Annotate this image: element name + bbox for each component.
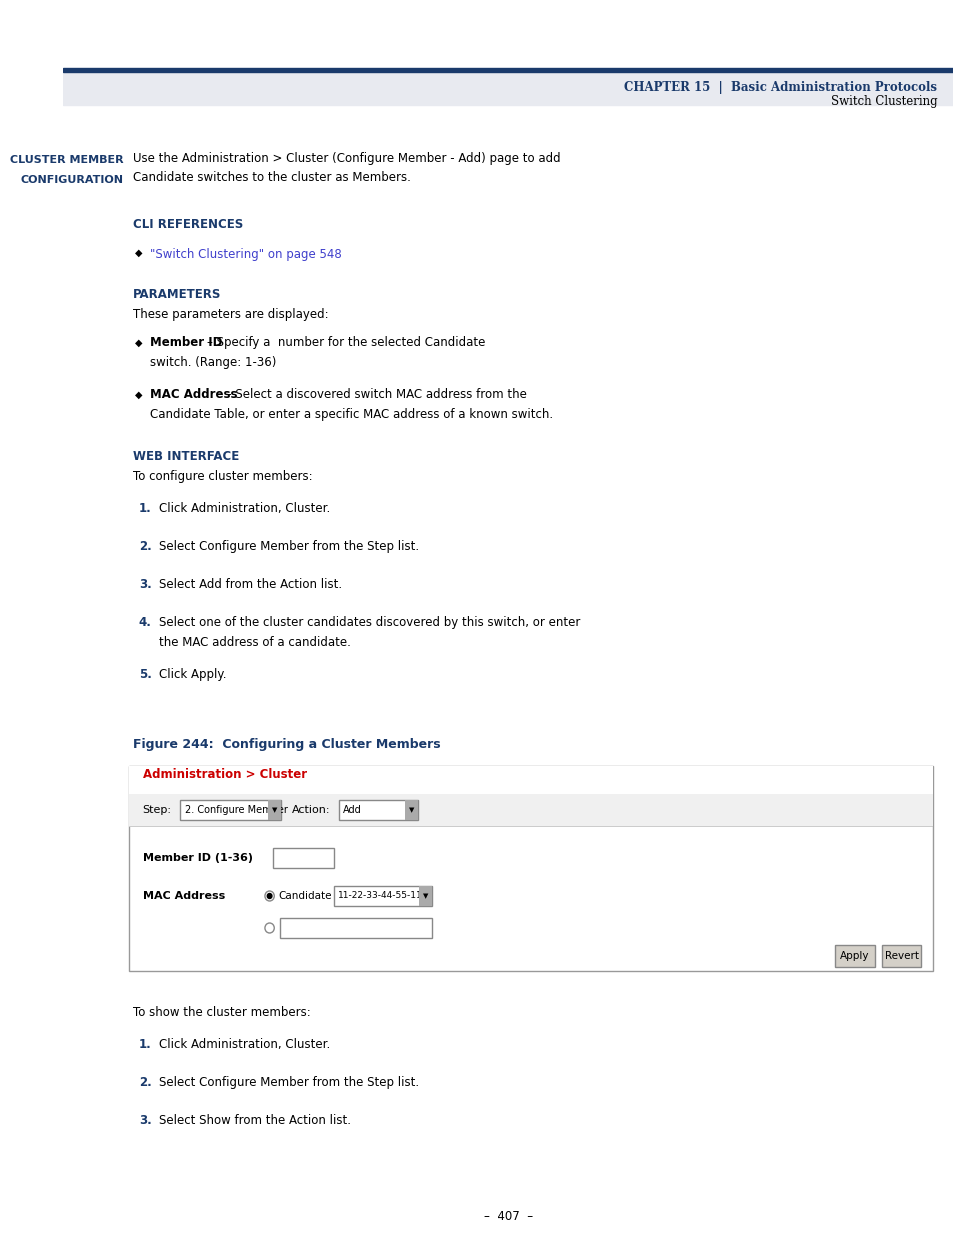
Text: Select Show from the Action list.: Select Show from the Action list. [159,1114,351,1128]
Bar [274,848,334,868]
Bar [405,800,417,820]
Text: Click Administration, Cluster.: Click Administration, Cluster. [159,501,331,515]
Text: Administration > Cluster: Administration > Cluster [142,767,307,781]
Text: Candidate Table, or enter a specific MAC address of a known switch.: Candidate Table, or enter a specific MAC… [150,408,553,421]
Text: ◆: ◆ [135,248,143,258]
Bar [268,800,280,820]
Text: 11-22-33-44-55-11: 11-22-33-44-55-11 [337,892,422,900]
Bar [882,945,921,967]
Bar [63,68,953,72]
Text: WEB INTERFACE: WEB INTERFACE [133,450,239,463]
Bar [180,800,280,820]
Bar [129,766,932,971]
Text: To configure cluster members:: To configure cluster members: [133,471,313,483]
Text: To show the cluster members:: To show the cluster members: [133,1007,311,1019]
Text: CLI REFERENCES: CLI REFERENCES [133,219,243,231]
Text: Select Configure Member from the Step list.: Select Configure Member from the Step li… [159,1076,419,1089]
Text: ▼: ▼ [422,893,428,899]
Text: ◆: ◆ [135,338,143,348]
Circle shape [267,893,272,899]
Text: 1.: 1. [139,501,152,515]
Text: 2.: 2. [139,540,152,553]
Text: 3.: 3. [139,578,152,592]
Text: CHAPTER 15  |  Basic Administration Protocols: CHAPTER 15 | Basic Administration Protoc… [623,82,936,95]
Text: Add: Add [343,805,362,815]
Circle shape [265,890,274,902]
Text: "Switch Clustering" on page 548: "Switch Clustering" on page 548 [150,248,341,261]
Circle shape [265,923,274,932]
Bar [418,885,432,906]
Text: 1.: 1. [139,1037,152,1051]
Text: 4.: 4. [139,616,152,629]
Text: 2. Configure Member: 2. Configure Member [185,805,287,815]
Text: Action:: Action: [292,805,330,815]
Text: Apply: Apply [840,951,869,961]
Bar [63,72,953,105]
Text: the MAC address of a candidate.: the MAC address of a candidate. [159,636,351,650]
Text: Select one of the cluster candidates discovered by this switch, or enter: Select one of the cluster candidates dis… [159,616,580,629]
Bar [129,794,932,826]
Text: Figure 244:  Configuring a Cluster Members: Figure 244: Configuring a Cluster Member… [133,739,440,751]
Bar [338,800,417,820]
Bar [334,885,432,906]
Text: –  407  –: – 407 – [483,1210,533,1224]
Text: Member ID (1-36): Member ID (1-36) [142,853,253,863]
Text: Candidate: Candidate [277,890,331,902]
Text: 2.: 2. [139,1076,152,1089]
Text: Switch Clustering: Switch Clustering [830,95,936,109]
Text: ▼: ▼ [272,806,276,813]
Text: Revert: Revert [883,951,918,961]
Text: 5.: 5. [139,668,152,680]
Text: – Select a discovered switch MAC address from the: – Select a discovered switch MAC address… [222,388,526,401]
Bar [129,766,932,794]
Text: CLUSTER MEMBER: CLUSTER MEMBER [10,156,124,165]
Text: Select Configure Member from the Step list.: Select Configure Member from the Step li… [159,540,419,553]
Text: These parameters are displayed:: These parameters are displayed: [133,308,329,321]
Text: MAC Address: MAC Address [142,890,225,902]
Bar [279,918,432,939]
Text: – Specify a  number for the selected Candidate: – Specify a number for the selected Cand… [207,336,485,350]
Text: Member ID: Member ID [150,336,222,350]
Text: switch. (Range: 1-36): switch. (Range: 1-36) [150,356,276,369]
Text: Step:: Step: [142,805,172,815]
Bar [835,945,874,967]
Text: ▼: ▼ [409,806,414,813]
Text: Select Add from the Action list.: Select Add from the Action list. [159,578,342,592]
Text: Click Administration, Cluster.: Click Administration, Cluster. [159,1037,331,1051]
Text: PARAMETERS: PARAMETERS [133,288,221,301]
Text: Use the Administration > Cluster (Configure Member - Add) page to add
Candidate : Use the Administration > Cluster (Config… [133,152,560,184]
Text: CONFIGURATION: CONFIGURATION [21,175,124,185]
Text: 3.: 3. [139,1114,152,1128]
Text: MAC Address: MAC Address [150,388,237,401]
Text: Click Apply.: Click Apply. [159,668,227,680]
Text: ◆: ◆ [135,390,143,400]
